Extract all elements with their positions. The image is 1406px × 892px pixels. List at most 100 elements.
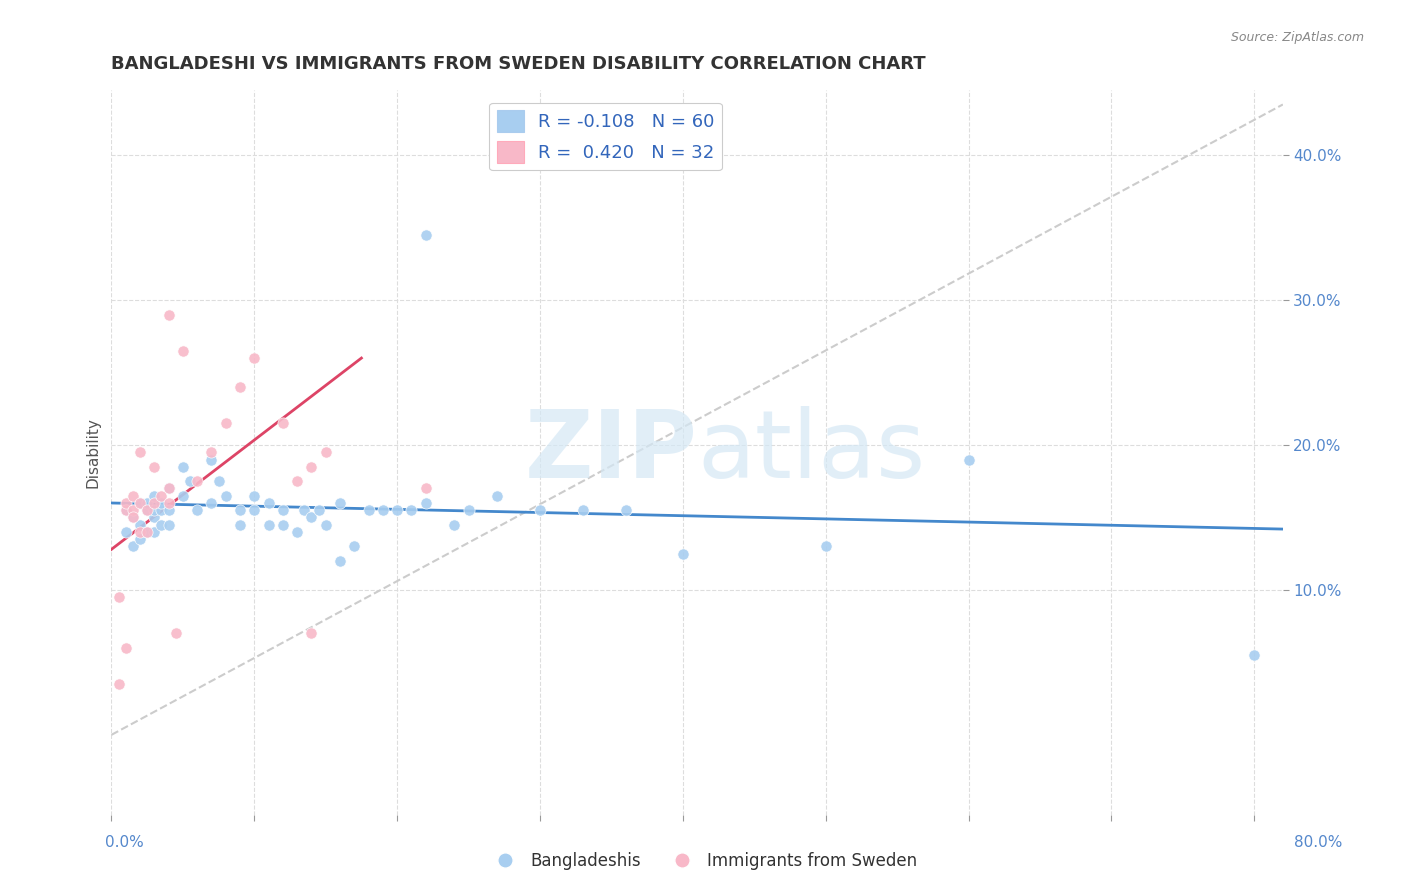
Point — [129, 445, 152, 459]
Point — [243, 503, 266, 517]
Point — [114, 496, 136, 510]
Point — [136, 503, 159, 517]
Point — [292, 503, 315, 517]
Point — [243, 489, 266, 503]
Point — [572, 503, 595, 517]
Point — [299, 510, 322, 524]
Point — [207, 475, 229, 489]
Point — [343, 540, 366, 554]
Point — [129, 517, 152, 532]
Legend: Bangladeshis, Immigrants from Sweden: Bangladeshis, Immigrants from Sweden — [482, 846, 924, 877]
Point — [415, 227, 437, 242]
Point — [157, 482, 180, 496]
Point — [329, 554, 352, 568]
Point — [157, 482, 180, 496]
Point — [136, 524, 159, 539]
Point — [229, 517, 252, 532]
Point — [150, 496, 173, 510]
Point — [271, 417, 294, 431]
Point — [150, 503, 173, 517]
Point — [143, 489, 166, 503]
Point — [371, 503, 394, 517]
Point — [157, 308, 180, 322]
Text: atlas: atlas — [697, 406, 925, 499]
Point — [229, 503, 252, 517]
Point — [107, 677, 129, 691]
Point — [143, 459, 166, 474]
Point — [172, 459, 194, 474]
Point — [229, 380, 252, 394]
Point — [121, 503, 143, 517]
Point — [308, 503, 330, 517]
Point — [529, 503, 551, 517]
Point — [114, 640, 136, 655]
Point — [121, 510, 143, 524]
Text: ZIP: ZIP — [524, 406, 697, 499]
Point — [129, 496, 152, 510]
Point — [129, 496, 152, 510]
Point — [172, 343, 194, 358]
Point — [486, 489, 509, 503]
Point — [129, 533, 152, 547]
Point — [285, 475, 308, 489]
Text: Source: ZipAtlas.com: Source: ZipAtlas.com — [1230, 31, 1364, 45]
Point — [315, 517, 337, 532]
Point — [121, 510, 143, 524]
Point — [136, 503, 159, 517]
Point — [136, 496, 159, 510]
Point — [114, 503, 136, 517]
Point — [143, 524, 166, 539]
Point — [143, 496, 166, 510]
Point — [200, 496, 222, 510]
Point — [257, 517, 280, 532]
Point — [215, 489, 238, 503]
Point — [150, 489, 173, 503]
Point — [401, 503, 423, 517]
Point — [200, 445, 222, 459]
Point — [157, 517, 180, 532]
Point — [415, 482, 437, 496]
Point — [200, 452, 222, 467]
Point — [107, 590, 129, 604]
Point — [357, 503, 380, 517]
Point — [957, 452, 980, 467]
Point — [614, 503, 637, 517]
Point — [114, 503, 136, 517]
Point — [299, 626, 322, 640]
Point — [415, 496, 437, 510]
Point — [443, 517, 465, 532]
Point — [165, 626, 187, 640]
Point — [672, 547, 695, 561]
Point — [172, 489, 194, 503]
Point — [215, 417, 238, 431]
Point — [136, 524, 159, 539]
Point — [329, 496, 352, 510]
Point — [157, 503, 180, 517]
Point — [114, 524, 136, 539]
Point — [186, 503, 208, 517]
Point — [315, 445, 337, 459]
Y-axis label: Disability: Disability — [86, 417, 100, 488]
Point — [1243, 648, 1265, 662]
Point — [129, 524, 152, 539]
Point — [186, 475, 208, 489]
Text: 80.0%: 80.0% — [1295, 836, 1343, 850]
Point — [271, 517, 294, 532]
Point — [150, 517, 173, 532]
Point — [271, 503, 294, 517]
Point — [299, 459, 322, 474]
Point — [814, 540, 837, 554]
Point — [143, 510, 166, 524]
Point — [457, 503, 479, 517]
Legend: R = -0.108   N = 60, R =  0.420   N = 32: R = -0.108 N = 60, R = 0.420 N = 32 — [489, 103, 721, 170]
Text: 0.0%: 0.0% — [105, 836, 145, 850]
Text: BANGLADESHI VS IMMIGRANTS FROM SWEDEN DISABILITY CORRELATION CHART: BANGLADESHI VS IMMIGRANTS FROM SWEDEN DI… — [111, 55, 927, 73]
Point — [257, 496, 280, 510]
Point — [385, 503, 408, 517]
Point — [157, 496, 180, 510]
Point — [143, 503, 166, 517]
Point — [179, 475, 201, 489]
Point — [121, 540, 143, 554]
Point — [285, 524, 308, 539]
Point — [121, 489, 143, 503]
